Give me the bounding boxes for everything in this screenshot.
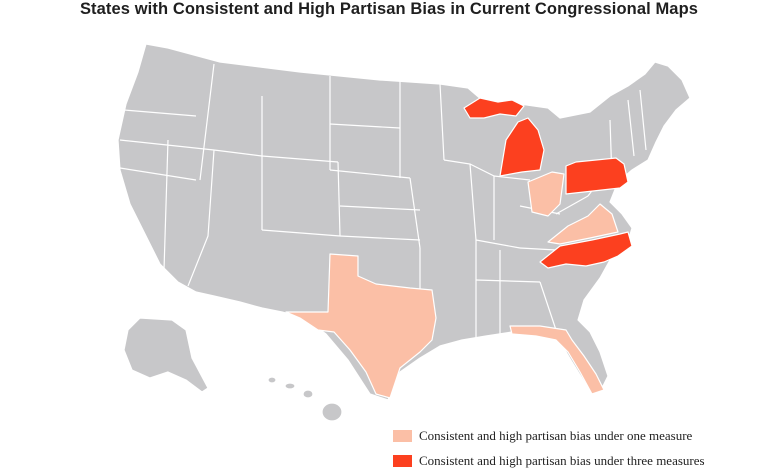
legend-item-three-measures: Consistent and high partisan bias under … xyxy=(393,453,705,469)
continental-us-base xyxy=(117,43,691,401)
legend-item-one-measure: Consistent and high partisan bias under … xyxy=(393,428,692,444)
legend-swatch-three-measures xyxy=(393,455,412,467)
legend-label-one-measure: Consistent and high partisan bias under … xyxy=(419,428,693,443)
legend-swatch-one-measure xyxy=(393,430,412,442)
state-borders xyxy=(119,63,647,340)
state-texas xyxy=(285,253,437,399)
state-michigan-upper-peninsula xyxy=(463,97,525,119)
map-title: States with Consistent and High Partisan… xyxy=(79,0,699,18)
legend-label-three-measures: Consistent and high partisan bias under … xyxy=(419,453,705,468)
state-ohio xyxy=(527,171,565,217)
state-michigan xyxy=(499,117,545,177)
state-hawaii xyxy=(267,376,343,422)
state-pennsylvania xyxy=(565,157,629,195)
state-north-carolina xyxy=(539,231,633,269)
state-alaska xyxy=(123,317,209,393)
state-virginia xyxy=(547,203,619,245)
state-florida xyxy=(509,325,605,395)
